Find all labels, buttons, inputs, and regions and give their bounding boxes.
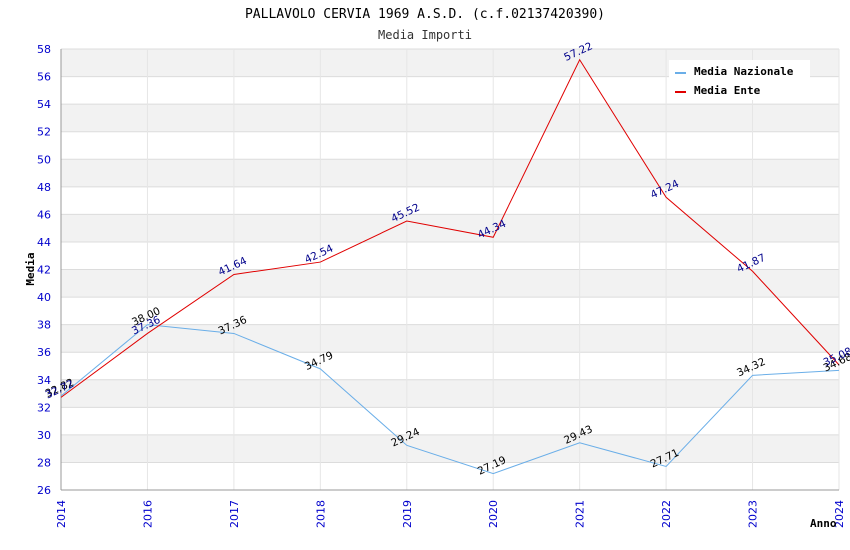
x-tick-label: 2016 bbox=[141, 500, 154, 528]
x-tick-label: 2019 bbox=[401, 500, 414, 528]
plot-band bbox=[61, 434, 839, 463]
y-tick-label: 30 bbox=[37, 429, 51, 442]
x-tick-label: 2017 bbox=[228, 500, 241, 528]
plot-band bbox=[61, 379, 839, 408]
x-tick-label: 2018 bbox=[314, 500, 327, 528]
x-axis-label: Anno bbox=[810, 517, 837, 530]
y-tick-label: 36 bbox=[37, 346, 51, 359]
y-axis-ticks: 26 28 30 32 34 36 38 40 42 44 46 48 50 52 54 56 58 bbox=[37, 43, 51, 497]
series-line-media-nazionale bbox=[60, 324, 840, 475]
legend-box bbox=[669, 60, 810, 100]
x-tick-label: 2023 bbox=[747, 500, 760, 528]
y-tick-label: 48 bbox=[37, 181, 51, 194]
plot-band bbox=[61, 214, 839, 242]
y-tick-label: 46 bbox=[37, 208, 51, 221]
plot-band bbox=[61, 241, 839, 270]
y-tick-label: 52 bbox=[37, 126, 51, 139]
y-tick-label: 38 bbox=[37, 319, 51, 332]
plot-band bbox=[61, 297, 839, 325]
y-axis-label: Media bbox=[24, 252, 37, 285]
plot-band bbox=[61, 352, 839, 380]
series-line-media-ente bbox=[60, 58, 840, 398]
plot-band bbox=[61, 269, 839, 298]
plot-band bbox=[61, 407, 839, 435]
y-tick-label: 56 bbox=[37, 71, 51, 84]
x-axis-ticks: 2014 2016 2017 2018 2019 2020 2021 2022 2023 2024 bbox=[55, 500, 846, 528]
plot-band bbox=[61, 462, 839, 490]
y-tick-label: 28 bbox=[37, 456, 51, 469]
y-tick-label: 32 bbox=[37, 401, 51, 414]
plot-band bbox=[61, 324, 839, 353]
y-tick-label: 54 bbox=[37, 98, 51, 111]
plot-band bbox=[61, 186, 839, 215]
plot-band bbox=[61, 159, 839, 187]
legend-label: Media Nazionale bbox=[694, 65, 794, 78]
x-tick-label: 2020 bbox=[487, 500, 500, 528]
chart-title: PALLAVOLO CERVIA 1969 A.S.D. (c.f.021374… bbox=[245, 7, 605, 22]
x-tick-label: 2021 bbox=[574, 500, 587, 528]
y-tick-label: 40 bbox=[37, 291, 51, 304]
gridlines bbox=[60, 48, 840, 491]
series-lines bbox=[60, 58, 840, 475]
x-tick-label: 2022 bbox=[660, 500, 673, 528]
y-tick-label: 44 bbox=[37, 236, 51, 249]
y-tick-label: 42 bbox=[37, 264, 51, 277]
x-tick-label: 2024 bbox=[833, 500, 846, 528]
y-tick-label: 50 bbox=[37, 153, 51, 166]
y-tick-label: 34 bbox=[37, 374, 51, 387]
y-tick-label: 58 bbox=[37, 43, 51, 56]
legend: Media Nazionale Media Ente bbox=[669, 60, 810, 100]
plot-band bbox=[61, 131, 839, 160]
y-tick-label: 26 bbox=[37, 484, 51, 497]
legend-label: Media Ente bbox=[694, 84, 761, 97]
plot-band bbox=[61, 104, 839, 132]
x-tick-label: 2014 bbox=[55, 500, 68, 528]
chart-subtitle: Media Importi bbox=[378, 28, 472, 42]
